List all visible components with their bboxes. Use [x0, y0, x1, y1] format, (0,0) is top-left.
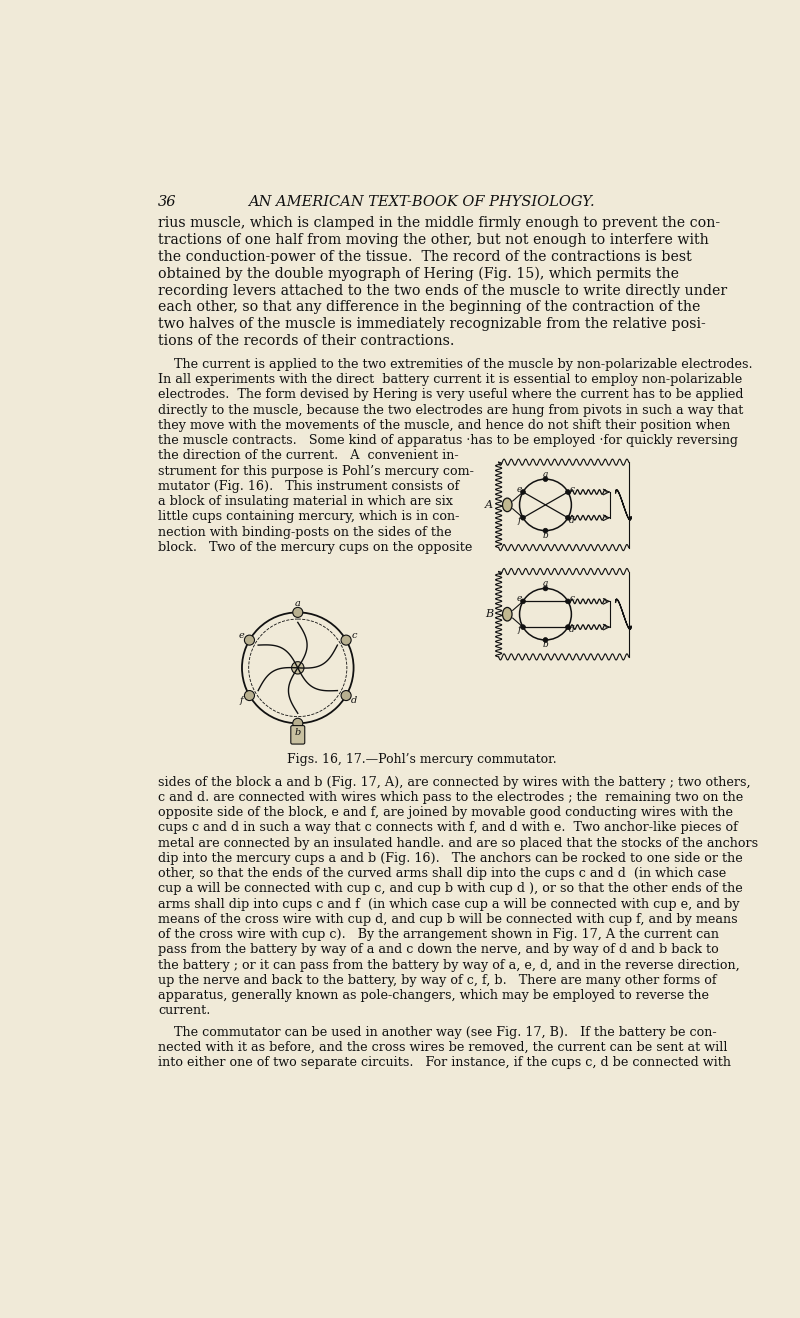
Text: opposite side of the block, e and f, are joined by movable good conducting wires: opposite side of the block, e and f, are…	[158, 807, 733, 820]
Circle shape	[543, 587, 548, 590]
Text: c: c	[351, 631, 357, 641]
Text: of the cross wire with cup c).   By the arrangement shown in Fig. 17, A the curr: of the cross wire with cup c). By the ar…	[158, 928, 719, 941]
Text: e: e	[516, 485, 522, 494]
Circle shape	[291, 662, 304, 673]
Text: A: A	[486, 500, 494, 510]
Text: the direction of the current.   A  convenient in-: the direction of the current. A convenie…	[158, 449, 458, 463]
Text: nected with it as before, and the cross wires be removed, the current can be sen: nected with it as before, and the cross …	[158, 1041, 728, 1054]
Text: B: B	[486, 609, 494, 619]
Text: apparatus, generally known as pole-changers, which may be employed to reverse th: apparatus, generally known as pole-chang…	[158, 988, 709, 1002]
Text: AN AMERICAN TEXT-BOOK OF PHYSIOLOGY.: AN AMERICAN TEXT-BOOK OF PHYSIOLOGY.	[248, 195, 595, 210]
Text: arms shall dip into cups c and f  (in which case cup a will be connected with cu: arms shall dip into cups c and f (in whi…	[158, 898, 740, 911]
Text: sides of the block a and b (Fig. 17, A), are connected by wires with the battery: sides of the block a and b (Fig. 17, A),…	[158, 775, 750, 788]
Circle shape	[245, 635, 254, 645]
Circle shape	[341, 691, 351, 701]
Text: tractions of one half from moving the other, but not enough to interfere with: tractions of one half from moving the ot…	[158, 233, 709, 246]
Circle shape	[566, 489, 570, 494]
Text: mutator (Fig. 16).   This instrument consists of: mutator (Fig. 16). This instrument consi…	[158, 480, 459, 493]
Text: b: b	[542, 641, 548, 650]
Circle shape	[293, 608, 303, 617]
Circle shape	[566, 625, 570, 630]
Text: a block of insulating material in which are six: a block of insulating material in which …	[158, 496, 453, 509]
Text: d: d	[351, 696, 358, 705]
Text: two halves of the muscle is immediately recognizable from the relative posi-: two halves of the muscle is immediately …	[158, 318, 706, 331]
Text: b: b	[542, 531, 548, 540]
Text: 36: 36	[158, 195, 177, 210]
Text: means of the cross wire with cup d, and cup b will be connected with cup f, and : means of the cross wire with cup d, and …	[158, 913, 738, 925]
Circle shape	[543, 638, 548, 642]
Text: c and d. are connected with wires which pass to the electrodes ; the  remaining : c and d. are connected with wires which …	[158, 791, 743, 804]
Circle shape	[521, 598, 526, 604]
Text: metal are connected by an insulated handle. and are so placed that the stocks of: metal are connected by an insulated hand…	[158, 837, 758, 850]
Text: a: a	[295, 598, 301, 608]
Text: rius muscle, which is clamped in the middle firmly enough to prevent the con-: rius muscle, which is clamped in the mid…	[158, 216, 720, 229]
Circle shape	[521, 515, 526, 521]
Text: Figs. 16, 17.—Pohl’s mercury commutator.: Figs. 16, 17.—Pohl’s mercury commutator.	[287, 753, 557, 766]
Text: c: c	[570, 594, 574, 604]
Text: up the nerve and back to the battery, by way of c, f, b.   There are many other : up the nerve and back to the battery, by…	[158, 974, 717, 987]
Text: d: d	[569, 625, 575, 634]
Circle shape	[543, 477, 548, 481]
Text: block.   Two of the mercury cups on the opposite: block. Two of the mercury cups on the op…	[158, 540, 473, 554]
Circle shape	[543, 529, 548, 532]
Text: electrodes.  The form devised by Hering is very useful where the current has to : electrodes. The form devised by Hering i…	[158, 389, 744, 402]
Text: The current is applied to the two extremities of the muscle by non-polarizable e: The current is applied to the two extrem…	[158, 358, 753, 370]
Text: obtained by the double myograph of Hering (Fig. 15), which permits the: obtained by the double myograph of Herin…	[158, 266, 679, 281]
Text: c: c	[570, 485, 574, 494]
Text: strument for this purpose is Pohl’s mercury com-: strument for this purpose is Pohl’s merc…	[158, 465, 474, 477]
Text: cup a will be connected with cup c, and cup b with cup d ), or so that the other: cup a will be connected with cup c, and …	[158, 882, 743, 895]
Text: tions of the records of their contractions.: tions of the records of their contractio…	[158, 335, 454, 348]
Text: dip into the mercury cups a and b (Fig. 16).   The anchors can be rocked to one : dip into the mercury cups a and b (Fig. …	[158, 851, 743, 865]
Circle shape	[341, 635, 351, 645]
Text: f: f	[239, 696, 243, 705]
Circle shape	[566, 598, 570, 604]
Circle shape	[521, 625, 526, 630]
Text: recording levers attached to the two ends of the muscle to write directly under: recording levers attached to the two end…	[158, 283, 727, 298]
Text: each other, so that any difference in the beginning of the contraction of the: each other, so that any difference in th…	[158, 301, 701, 315]
Text: the muscle contracts.   Some kind of apparatus ·has to be employed ·for quickly : the muscle contracts. Some kind of appar…	[158, 434, 738, 447]
Text: e: e	[516, 594, 522, 604]
Ellipse shape	[502, 608, 512, 621]
Text: a: a	[542, 471, 548, 478]
Text: the battery ; or it can pass from the battery by way of a, e, d, and in the reve: the battery ; or it can pass from the ba…	[158, 958, 740, 971]
Text: little cups containing mercury, which is in con-: little cups containing mercury, which is…	[158, 510, 459, 523]
Text: f: f	[518, 625, 521, 634]
Circle shape	[245, 691, 254, 701]
Circle shape	[521, 489, 526, 494]
Text: nection with binding-posts on the sides of the: nection with binding-posts on the sides …	[158, 526, 452, 539]
Text: f: f	[518, 515, 521, 525]
Text: pass from the battery by way of a and c down the nerve, and by way of d and b ba: pass from the battery by way of a and c …	[158, 944, 719, 957]
Text: d: d	[569, 515, 575, 525]
Text: into either one of two separate circuits.   For instance, if the cups c, d be co: into either one of two separate circuits…	[158, 1056, 731, 1069]
Text: b: b	[294, 728, 301, 737]
Text: current.: current.	[158, 1004, 210, 1017]
Text: the conduction-power of the tissue.  The record of the contractions is best: the conduction-power of the tissue. The …	[158, 249, 692, 264]
FancyBboxPatch shape	[291, 726, 305, 745]
Text: cups c and d in such a way that c connects with f, and d with e.  Two anchor-lik: cups c and d in such a way that c connec…	[158, 821, 738, 834]
Text: directly to the muscle, because the two electrodes are hung from pivots in such : directly to the muscle, because the two …	[158, 403, 743, 416]
Ellipse shape	[502, 498, 512, 511]
Circle shape	[293, 718, 303, 729]
Text: a: a	[542, 579, 548, 588]
Circle shape	[566, 515, 570, 521]
Text: they move with the movements of the muscle, and hence do not shift their positio: they move with the movements of the musc…	[158, 419, 730, 432]
Text: The commutator can be used in another way (see Fig. 17, B).   If the battery be : The commutator can be used in another wa…	[158, 1025, 717, 1039]
Text: other, so that the ends of the curved arms shall dip into the cups c and d  (in : other, so that the ends of the curved ar…	[158, 867, 726, 880]
Text: e: e	[238, 631, 244, 641]
Text: In all experiments with the direct  battery current it is essential to employ no: In all experiments with the direct batte…	[158, 373, 742, 386]
